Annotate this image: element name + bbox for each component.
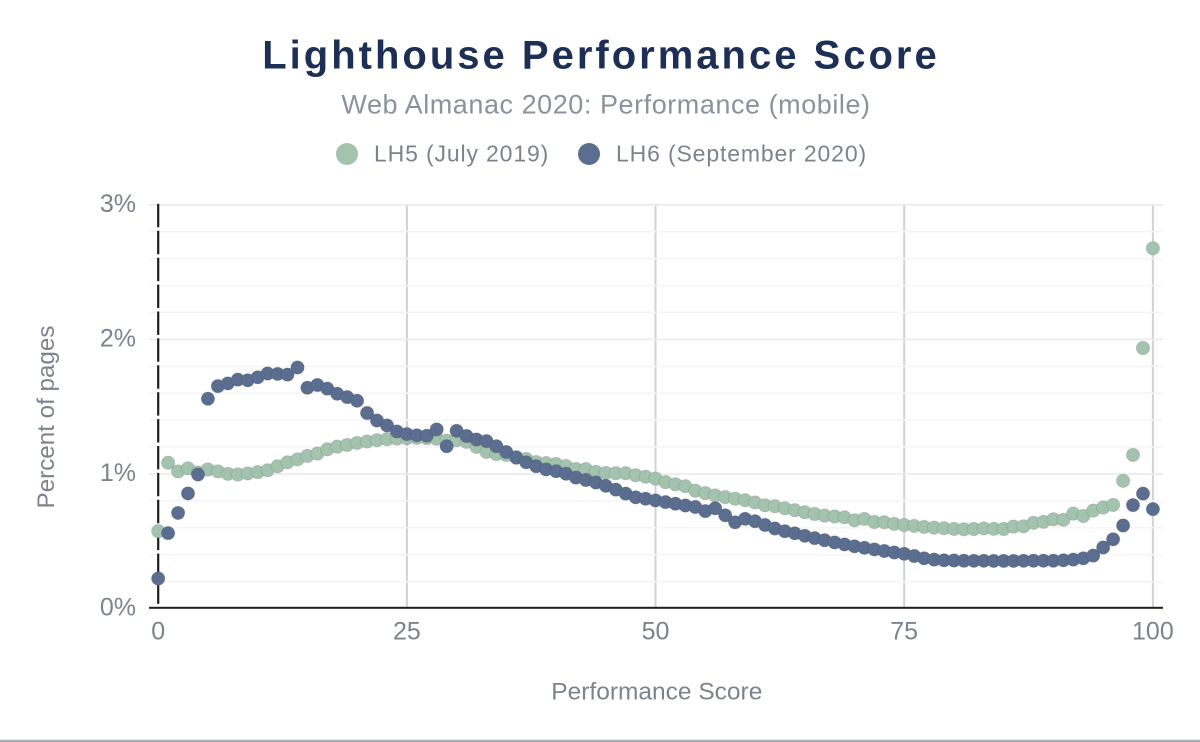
svg-text:LH6 (September 2020): LH6 (September 2020) [616,141,867,167]
svg-text:Lighthouse Performance Score: Lighthouse Performance Score [262,34,939,78]
svg-text:Web Almanac 2020: Performance: Web Almanac 2020: Performance (mobile) [341,90,870,120]
svg-text:0: 0 [151,618,165,646]
svg-text:0%: 0% [100,594,136,622]
svg-text:75: 75 [890,618,918,646]
svg-text:2%: 2% [100,324,136,352]
svg-text:3%: 3% [100,190,136,218]
svg-text:25: 25 [393,618,421,646]
svg-text:LH5 (July 2019): LH5 (July 2019) [374,141,549,167]
svg-text:Percent of pages: Percent of pages [33,326,60,509]
svg-text:50: 50 [642,618,670,646]
svg-text:Performance Score: Performance Score [551,679,762,706]
svg-text:1%: 1% [100,459,136,487]
svg-text:100: 100 [1132,618,1174,646]
